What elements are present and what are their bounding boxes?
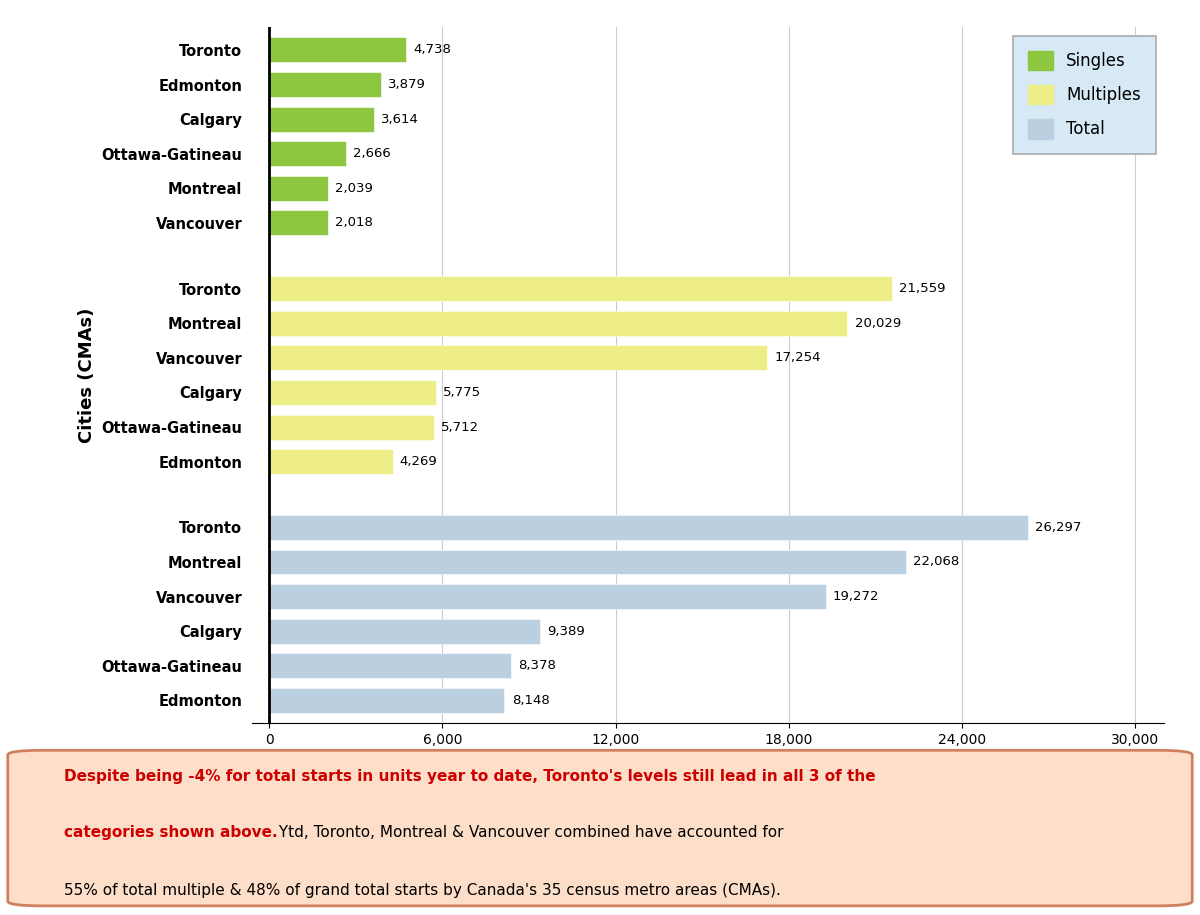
Bar: [269, 584, 826, 609]
Text: 55% of total multiple & 48% of grand total starts by Canada's 35 census metro ar: 55% of total multiple & 48% of grand tot…: [65, 882, 781, 898]
Text: Despite being -4% for total starts in units year to date, Toronto's levels still: Despite being -4% for total starts in un…: [65, 769, 876, 784]
Text: 3,879: 3,879: [389, 78, 426, 91]
Bar: [269, 619, 540, 643]
Text: 2,018: 2,018: [335, 217, 373, 230]
Bar: [269, 550, 906, 575]
Bar: [269, 176, 328, 200]
Bar: [269, 653, 511, 678]
Y-axis label: Cities (CMAs): Cities (CMAs): [78, 307, 96, 443]
Bar: [269, 414, 434, 439]
Text: Ytd, Toronto, Montreal & Vancouver combined have accounted for: Ytd, Toronto, Montreal & Vancouver combi…: [275, 825, 784, 840]
X-axis label: Number of Units: Number of Units: [625, 752, 791, 770]
Text: 2,039: 2,039: [335, 182, 373, 195]
Bar: [269, 688, 504, 713]
Text: 5,775: 5,775: [443, 386, 481, 399]
Text: 22,068: 22,068: [913, 555, 960, 568]
Text: 4,738: 4,738: [413, 43, 451, 57]
Bar: [269, 72, 382, 97]
Text: 8,378: 8,378: [518, 660, 557, 673]
Text: 19,272: 19,272: [833, 590, 880, 603]
Bar: [269, 38, 406, 62]
Text: 9,389: 9,389: [547, 625, 586, 638]
Bar: [269, 515, 1028, 540]
Text: 5,712: 5,712: [442, 421, 480, 434]
Bar: [269, 311, 847, 336]
Text: 2,666: 2,666: [354, 147, 391, 160]
Legend: Singles, Multiples, Total: Singles, Multiples, Total: [1013, 36, 1156, 154]
Bar: [269, 210, 328, 235]
FancyBboxPatch shape: [8, 750, 1193, 906]
Text: 3,614: 3,614: [380, 113, 419, 125]
Text: 20,029: 20,029: [854, 317, 901, 329]
Text: categories shown above.: categories shown above.: [65, 825, 278, 840]
Bar: [269, 345, 767, 371]
Text: 26,297: 26,297: [1036, 521, 1082, 533]
Bar: [269, 380, 436, 405]
Text: 8,148: 8,148: [511, 694, 550, 707]
Bar: [269, 449, 392, 474]
Bar: [269, 141, 347, 167]
Bar: [269, 107, 373, 132]
Text: 21,559: 21,559: [899, 282, 946, 296]
Text: 17,254: 17,254: [774, 351, 821, 364]
Text: 4,269: 4,269: [400, 455, 438, 468]
Bar: [269, 276, 892, 301]
